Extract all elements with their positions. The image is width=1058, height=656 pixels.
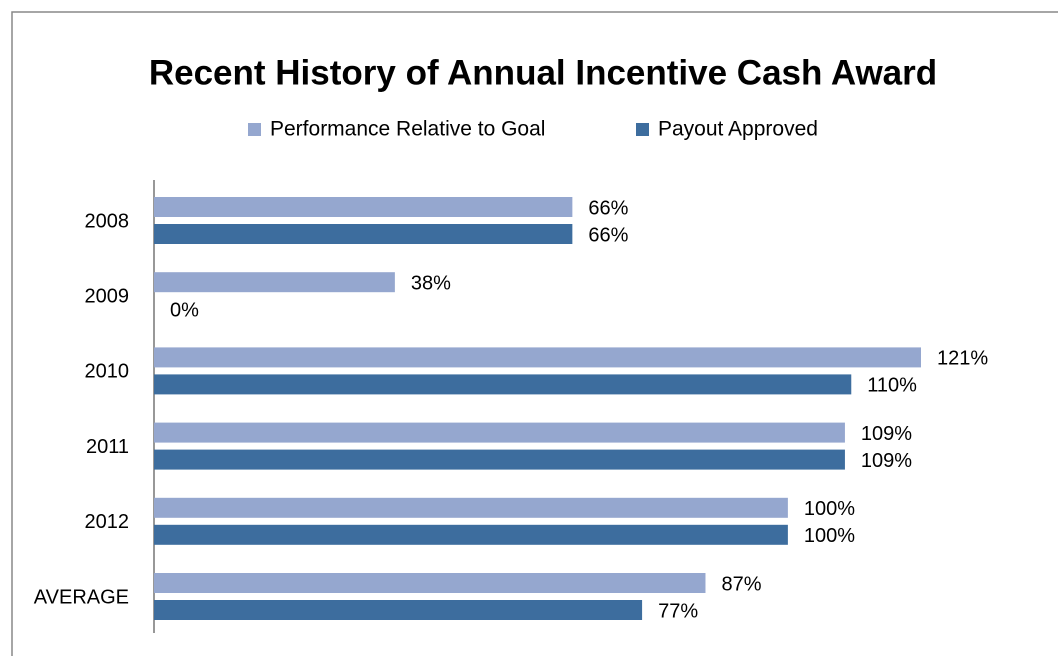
legend-swatch <box>636 123 649 136</box>
data-label: 77% <box>658 600 698 622</box>
y-tick-label: 2008 <box>85 210 130 232</box>
data-label: 66% <box>588 197 628 219</box>
bar <box>154 197 573 217</box>
y-tick-label: AVERAGE <box>34 586 129 608</box>
y-tick-label: 2009 <box>85 285 130 307</box>
data-label: 87% <box>721 573 761 595</box>
chart-title: Recent History of Annual Incentive Cash … <box>149 53 937 92</box>
data-label: 100% <box>804 525 855 547</box>
data-label: 110% <box>867 375 917 397</box>
bar <box>154 422 845 443</box>
chart-frame <box>11 11 1058 656</box>
bar <box>154 374 852 395</box>
y-tick-label: 2010 <box>85 361 130 383</box>
data-label: 121% <box>937 348 988 370</box>
data-label: 109% <box>861 423 912 445</box>
y-tick-label: 2011 <box>86 436 129 458</box>
legend-label: Payout Approved <box>658 118 818 141</box>
bar <box>154 347 921 368</box>
legend-label: Performance Relative to Goal <box>270 118 545 141</box>
data-label: 66% <box>588 224 628 246</box>
legend-swatch <box>248 123 261 136</box>
bar <box>154 224 573 244</box>
bar <box>154 524 788 545</box>
bar <box>154 449 845 470</box>
bar <box>154 573 706 593</box>
bar <box>154 497 788 518</box>
data-label: 109% <box>861 450 912 472</box>
data-label: 100% <box>804 498 855 520</box>
y-tick-label: 2012 <box>85 511 130 533</box>
bar <box>154 272 395 293</box>
data-label: 0% <box>170 299 199 321</box>
bar <box>154 600 643 620</box>
data-label: 38% <box>411 272 451 294</box>
